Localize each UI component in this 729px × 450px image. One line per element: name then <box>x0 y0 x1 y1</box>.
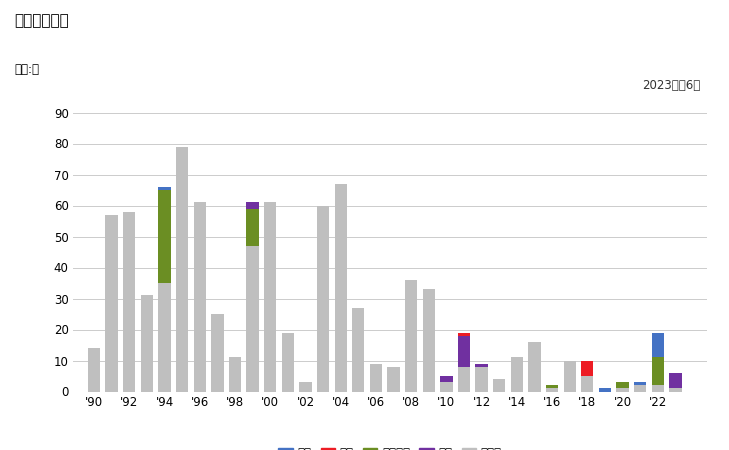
Bar <box>176 147 188 392</box>
Bar <box>246 209 259 246</box>
Bar <box>599 388 611 392</box>
Bar <box>194 202 206 392</box>
Bar <box>669 388 682 392</box>
Bar <box>405 280 417 392</box>
Bar <box>493 379 505 392</box>
Bar <box>158 283 171 392</box>
Bar <box>652 385 664 392</box>
Bar <box>475 364 488 367</box>
Bar <box>652 333 664 357</box>
Bar <box>158 190 171 283</box>
Bar <box>440 382 453 392</box>
Text: 単位:台: 単位:台 <box>15 63 39 76</box>
Bar <box>634 382 647 385</box>
Bar <box>617 382 628 388</box>
Bar <box>440 376 453 382</box>
Bar <box>246 246 259 392</box>
Bar <box>546 388 558 392</box>
Bar <box>281 333 294 392</box>
Bar <box>458 333 470 336</box>
Text: 2023年：6台: 2023年：6台 <box>642 79 701 92</box>
Bar <box>475 367 488 392</box>
Bar <box>617 388 628 392</box>
Bar <box>669 373 682 388</box>
Bar <box>246 202 259 209</box>
Legend: 台湾, 米国, ベトナム, タイ, その他: 台湾, 米国, ベトナム, タイ, その他 <box>273 442 507 450</box>
Bar <box>158 187 171 190</box>
Bar <box>123 212 136 392</box>
Bar <box>264 202 276 392</box>
Bar <box>581 376 593 392</box>
Bar <box>229 357 241 392</box>
Bar <box>352 308 364 392</box>
Bar <box>458 367 470 392</box>
Bar <box>300 382 311 392</box>
Bar <box>564 360 576 392</box>
Bar <box>88 348 100 392</box>
Text: 輸出量の推移: 輸出量の推移 <box>15 14 69 28</box>
Bar <box>211 314 224 392</box>
Bar <box>581 360 593 376</box>
Bar <box>511 357 523 392</box>
Bar <box>529 342 541 392</box>
Bar <box>335 184 347 392</box>
Bar <box>370 364 382 392</box>
Bar <box>634 385 647 392</box>
Bar <box>387 367 399 392</box>
Bar <box>141 295 153 392</box>
Bar <box>546 385 558 388</box>
Bar <box>652 357 664 385</box>
Bar <box>423 289 435 392</box>
Bar <box>106 215 118 392</box>
Bar <box>458 336 470 367</box>
Bar <box>317 206 330 392</box>
